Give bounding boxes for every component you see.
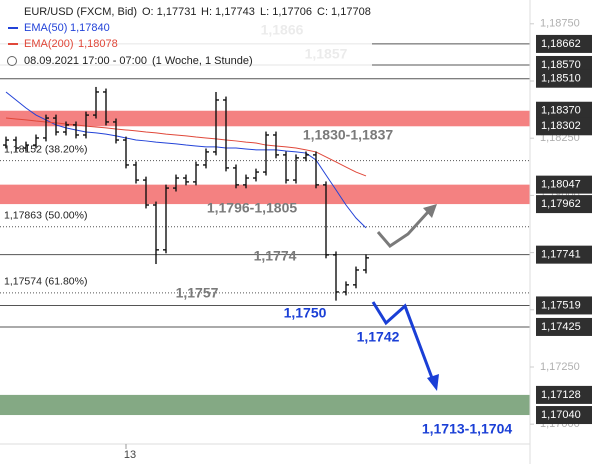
fib-label: 1,17863 (50.00%) [4,210,87,222]
forecast-arrow-up [376,210,430,248]
price-box-label: 1,18570 [541,59,581,71]
price-box [536,101,592,120]
x-tick-label: 13 [124,449,136,461]
price-box [536,195,592,214]
legend-bg [0,2,372,70]
price-box-label: 1,18662 [541,38,581,50]
price-box-label: 1,18047 [541,179,581,191]
legend-value: 1,17840 [70,22,110,34]
period: (1 Woche, 1 Stunde) [152,55,253,67]
ohlc-open: O: 1,17731 [142,6,196,18]
legend-label: EMA(200) [24,38,74,50]
clock-icon [7,56,17,66]
price-box-label: 1,18370 [541,105,581,117]
legend-value: 1,18078 [78,38,118,50]
annotation: 1,1757 [176,285,219,301]
price-box [536,117,592,136]
arrowhead [427,374,439,391]
price-box-label: 1,17128 [541,389,581,401]
price-box-label: 1,17040 [541,409,581,421]
forecast-arrow-down [371,301,434,379]
price-box-label: 1,17519 [541,299,581,311]
price-box-label: 1,18510 [541,73,581,85]
annotation: 1,1750 [284,305,327,321]
timestamp: 08.09.2021 17:00 - 07:00 [24,55,147,67]
price-box [536,296,592,315]
annotation: 1,1742 [357,329,400,345]
price-box [536,175,592,194]
price-box [536,55,592,74]
price-box [536,317,592,336]
price-box [536,245,592,264]
price-box [536,406,592,425]
legend-label: EMA(50) [24,22,67,34]
ohlc-high: H: 1,17743 [201,6,255,18]
y-tick-label: 1,18750 [540,18,580,30]
annotation: 1,1774 [254,248,297,264]
annotation: 1,1713-1,1704 [422,421,513,437]
arrowhead [423,204,437,218]
fib-label: 1,17574 (61.80%) [4,276,87,288]
price-zone [0,110,530,127]
price-box [536,34,592,53]
price-box-label: 1,17741 [541,249,581,261]
price-zone [0,394,530,416]
annotation: 1,1830-1,1837 [303,127,394,143]
price-zone [0,184,530,205]
y-tick-label: 1,17250 [540,361,580,373]
instrument: EUR/USD (FXCM, Bid) [24,6,137,18]
price-box-label: 1,17425 [541,321,581,333]
price-box [536,385,592,404]
ohlc-low: L: 1,17706 [260,6,312,18]
price-box-label: 1,18302 [541,120,581,132]
fib-label: 1,18152 (38.20%) [4,143,87,155]
price-box-label: 1,17962 [541,198,581,210]
price-box [536,69,592,88]
ohlc-close: C: 1,17708 [317,6,371,18]
annotation: 1,1796-1,1805 [207,200,298,216]
